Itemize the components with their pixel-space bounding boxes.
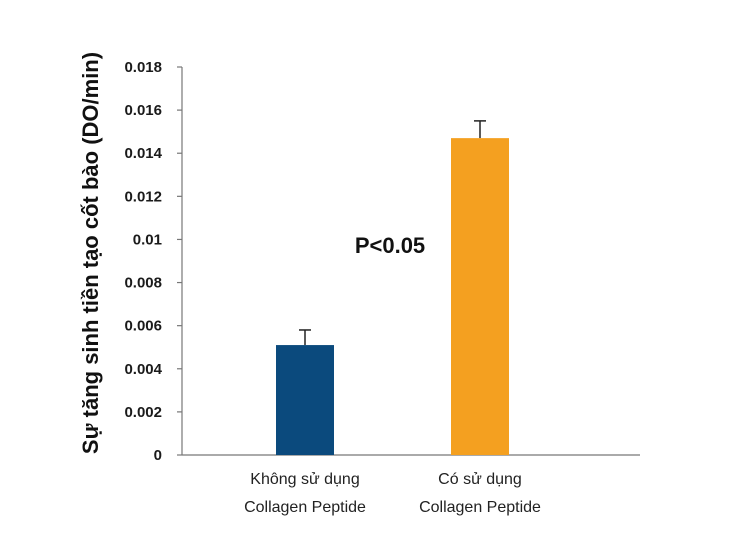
y-axis-label: Sự tăng sinh tiền tạo cốt bào (DO/min) [78,52,103,454]
y-tick-label: 0.018 [124,59,162,76]
axes [181,67,640,456]
y-tick-label: 0.016 [124,102,162,119]
significance-annotation: P<0.05 [355,233,425,258]
category-label-line1: Có sử dụng [438,471,522,488]
category-label-line2: Collagen Peptide [244,499,366,516]
y-ticks: 0 0.002 0.004 0.006 0.008 0.01 0.012 0.014 0.016… [124,59,182,464]
y-tick-label: 0.004 [124,361,162,378]
y-tick-label: 0.014 [124,145,162,162]
y-tick-label: 0.012 [124,188,162,205]
y-tick-label: 0 [154,447,162,464]
y-tick-label: 0.008 [124,275,162,292]
y-tick-label: 0.006 [124,318,162,335]
bars [276,120,509,455]
bar [451,138,509,455]
category-label-line1: Không sử dụng [250,471,359,488]
category-labels: Không sử dụng Collagen Peptide Có sử dụng C… [244,471,541,516]
bar [276,345,334,455]
y-tick-label: 0.01 [133,231,162,248]
y-tick-label: 0.002 [124,404,162,421]
category-label-line2: Collagen Peptide [419,499,541,516]
